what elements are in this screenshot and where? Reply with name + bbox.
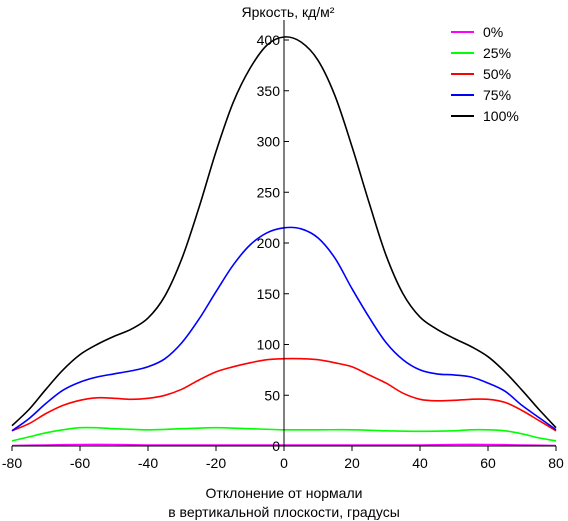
legend-label-1: 25% — [483, 45, 511, 61]
series-line-1 — [11, 426, 557, 442]
y-tick-label: 350 — [257, 83, 281, 99]
legend-label-4: 100% — [483, 108, 519, 124]
y-tick-label: 100 — [257, 337, 281, 353]
x-tick-label: 40 — [412, 455, 428, 471]
y-tick-label: 50 — [264, 387, 280, 403]
x-tick-label: 80 — [548, 455, 564, 471]
x-tick-label: -40 — [138, 455, 158, 471]
legend-label-0: 0% — [483, 24, 503, 40]
chart-title: Яркость, кд/м² — [242, 4, 335, 20]
ticks-layer: -80 -60 -40 -20 0 20 40 60 80 0 50 100 150 200 250 300 3… — [2, 32, 564, 471]
y-tick-label: 200 — [257, 235, 281, 251]
y-tick-label: 250 — [257, 184, 281, 200]
x-tick-label: 0 — [280, 455, 288, 471]
y-tick-label: 400 — [257, 32, 281, 48]
y-tick-label: 0 — [272, 438, 280, 454]
y-tick-label: 150 — [257, 286, 281, 302]
legend-label-3: 75% — [483, 87, 511, 103]
x-tick-label: 20 — [344, 455, 360, 471]
y-tick-label: 300 — [257, 134, 281, 150]
x-tick-label: -20 — [206, 455, 226, 471]
axes-layer — [12, 20, 556, 447]
legend: 0% 25% 50% 75% 100% — [451, 24, 519, 124]
x-tick-label: 60 — [480, 455, 496, 471]
x-axis-label-line-2: в вертикальной плоскости, градусы — [168, 504, 400, 520]
x-tick-label: -60 — [70, 455, 90, 471]
x-tick-label: -80 — [2, 455, 22, 471]
legend-label-2: 50% — [483, 66, 511, 82]
x-axis-label-line-1: Отклонение от нормали — [206, 485, 363, 501]
